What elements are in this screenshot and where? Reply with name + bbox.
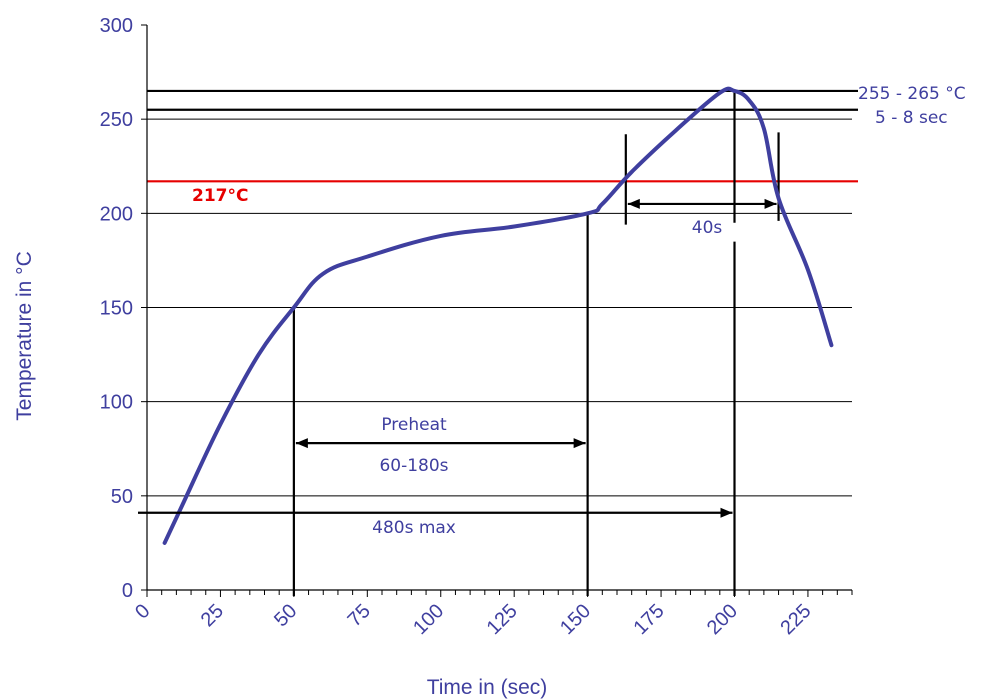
peak-time-label: 5 - 8 sec [875, 108, 948, 128]
series-group [162, 86, 834, 545]
x-axis-label: Time in (sec) [427, 676, 548, 699]
preheat-arrow-head-left [295, 438, 308, 449]
xtick-label-0: 0 [131, 600, 154, 623]
total-arrow-head-right [720, 507, 733, 518]
annotation-arrows [138, 198, 777, 518]
xtick-label-75: 75 [344, 600, 375, 631]
ytick-label-0: 0 [122, 580, 133, 602]
preheat-arrow-head-right [573, 438, 586, 449]
liquidus-label: 217°C [192, 186, 248, 206]
peak-range-label: 255 - 265 °C [858, 84, 966, 104]
grid-lines [147, 118, 852, 497]
xtick-label-225: 225 [776, 600, 815, 639]
series-line-0 [162, 86, 834, 545]
xtick-label-125: 125 [483, 600, 522, 639]
xtick-label-200: 200 [703, 600, 742, 639]
ytick-label-50: 50 [111, 486, 133, 508]
xtick-label-25: 25 [197, 600, 228, 631]
y-tick-labels: 0 50 100 150 200 250 300 [100, 15, 133, 602]
xtick-label-175: 175 [629, 600, 668, 639]
preheat-label: Preheat [381, 415, 447, 435]
marker-lines [292, 90, 780, 596]
ytick-label-200: 200 [100, 203, 133, 225]
xtick-label-50: 50 [270, 600, 301, 631]
total-time-label: 480s max [372, 518, 456, 538]
preheat-range-label: 60-180s [379, 456, 448, 476]
tal-arrow-head-right [764, 198, 777, 209]
ytick-label-300: 300 [100, 15, 133, 37]
x-tick-labels: 0 25 50 75 100 125 150 175 200 225 [131, 600, 815, 639]
tal-arrow-head-left [627, 198, 640, 209]
ytick-label-150: 150 [100, 298, 133, 320]
xtick-label-150: 150 [556, 600, 595, 639]
xtick-label-100: 100 [409, 600, 448, 639]
tal-label: 40s [692, 218, 723, 238]
y-axis-label: Temperature in °C [13, 251, 36, 420]
ytick-label-100: 100 [100, 392, 133, 414]
ytick-label-250: 250 [100, 109, 133, 131]
